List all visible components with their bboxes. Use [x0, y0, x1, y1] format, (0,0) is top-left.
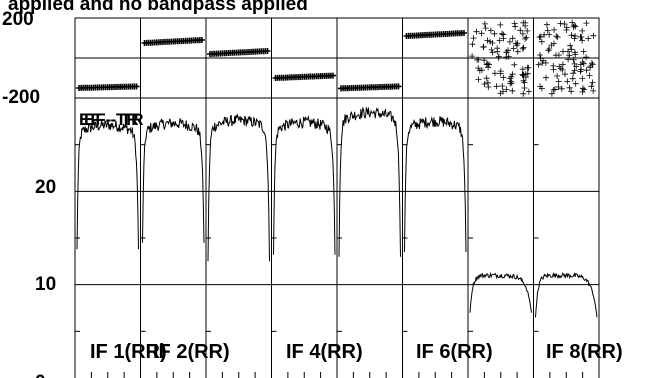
- amplitude-series-if-8: [535, 272, 598, 318]
- amplitude-series-if-2: [142, 118, 205, 243]
- panel-label: IF 8(RR): [546, 341, 623, 363]
- amplitude-series-if-7: [469, 271, 532, 313]
- amplitude-tick-label: 0: [35, 372, 46, 378]
- panel-label: IF 1(RR): [90, 341, 167, 363]
- phase-series: [76, 19, 597, 97]
- phase-series-if-2: [141, 37, 205, 46]
- panel-label: IF 6(RR): [416, 341, 493, 363]
- baseline-label: EF - TR: [79, 110, 139, 129]
- amplitude-series-if-3: [207, 112, 270, 262]
- phase-tick-label: 200: [2, 9, 34, 30]
- panel-frames: [74, 17, 600, 378]
- amplitude-series-if-4: [273, 115, 336, 255]
- phase-series-if-3: [207, 48, 271, 57]
- phase-series-if-4: [272, 72, 336, 81]
- amplitude-series-if-6: [404, 116, 467, 253]
- panel-label: IF 2(RR): [153, 341, 230, 363]
- panel-label: IF 4(RR): [286, 341, 363, 363]
- baseline-label-overlay: EF - TR: [84, 110, 144, 129]
- amplitude-series-if-5: [338, 106, 401, 257]
- axis-ticks: [75, 144, 584, 378]
- phase-series-if-1: [76, 83, 140, 91]
- amplitude-series-if-1: [76, 119, 139, 250]
- amplitude-tick-label: 10: [35, 274, 56, 295]
- phase-scatter-if-8: [535, 19, 597, 97]
- phase-scatter-if-7: [469, 19, 532, 97]
- phase-tick-label: -200: [2, 87, 40, 108]
- phase-series-if-6: [403, 30, 467, 39]
- phase-series-if-5: [338, 83, 402, 92]
- chart-title: applied and no bandpass applied: [8, 0, 308, 15]
- amplitude-tick-label: 20: [35, 177, 56, 198]
- amplitude-series: [76, 106, 598, 318]
